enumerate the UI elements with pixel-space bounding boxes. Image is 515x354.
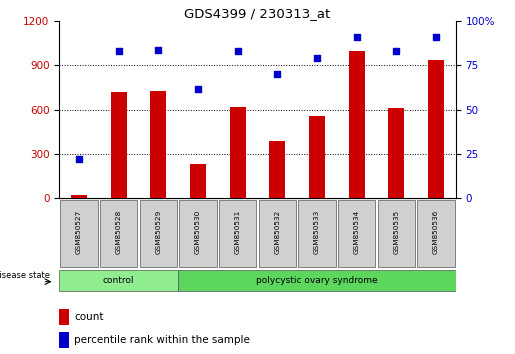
Bar <box>230 107 246 198</box>
Point <box>352 34 360 40</box>
FancyBboxPatch shape <box>259 200 296 267</box>
FancyBboxPatch shape <box>178 270 456 291</box>
FancyBboxPatch shape <box>298 200 336 267</box>
Text: count: count <box>75 312 104 322</box>
FancyBboxPatch shape <box>179 200 217 267</box>
Text: GSM850530: GSM850530 <box>195 210 201 254</box>
FancyBboxPatch shape <box>60 200 98 267</box>
FancyBboxPatch shape <box>338 200 375 267</box>
Bar <box>269 141 285 198</box>
Text: GSM850536: GSM850536 <box>433 210 439 254</box>
Bar <box>71 195 87 198</box>
Title: GDS4399 / 230313_at: GDS4399 / 230313_at <box>184 7 331 20</box>
Bar <box>428 59 444 198</box>
FancyBboxPatch shape <box>417 200 455 267</box>
Bar <box>309 116 325 198</box>
FancyBboxPatch shape <box>59 270 178 291</box>
Text: GSM850532: GSM850532 <box>274 210 280 254</box>
Point <box>194 86 202 91</box>
FancyBboxPatch shape <box>219 200 256 267</box>
Bar <box>111 92 127 198</box>
Text: GSM850529: GSM850529 <box>156 210 161 254</box>
Bar <box>388 108 404 198</box>
Point <box>313 56 321 61</box>
Text: percentile rank within the sample: percentile rank within the sample <box>75 335 250 346</box>
Point <box>432 34 440 40</box>
Bar <box>150 91 166 198</box>
Point <box>154 47 163 52</box>
FancyBboxPatch shape <box>100 200 138 267</box>
Bar <box>349 51 365 198</box>
Text: GSM850528: GSM850528 <box>116 210 122 254</box>
Text: control: control <box>103 276 134 285</box>
FancyBboxPatch shape <box>140 200 177 267</box>
Text: disease state: disease state <box>0 271 50 280</box>
Text: GSM850533: GSM850533 <box>314 210 320 254</box>
Bar <box>59 309 69 325</box>
Point <box>114 48 123 54</box>
Point <box>273 72 281 77</box>
Bar <box>190 164 206 198</box>
Text: polycystic ovary syndrome: polycystic ovary syndrome <box>256 276 378 285</box>
Text: GSM850531: GSM850531 <box>235 210 241 254</box>
FancyBboxPatch shape <box>377 200 415 267</box>
Point <box>392 48 401 54</box>
Text: GSM850535: GSM850535 <box>393 210 399 254</box>
Point <box>75 156 83 162</box>
Text: GSM850527: GSM850527 <box>76 210 82 254</box>
Bar <box>59 332 69 348</box>
Text: GSM850534: GSM850534 <box>354 210 359 254</box>
Point <box>234 48 242 54</box>
